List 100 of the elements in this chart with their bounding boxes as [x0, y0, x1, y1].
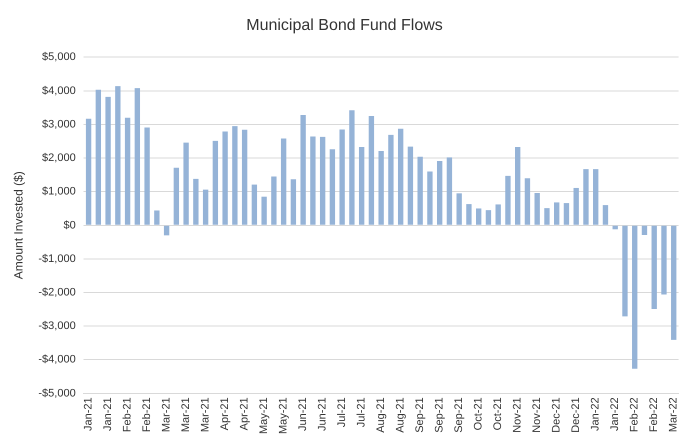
bar — [486, 210, 492, 225]
x-tick-label: Jun-21 — [297, 397, 310, 431]
bar — [174, 168, 180, 225]
x-tick-label: May-21 — [278, 397, 290, 434]
x-tick-label: Nov-21 — [531, 397, 544, 433]
y-tick-label: -$2,000 — [38, 286, 76, 299]
bar — [339, 129, 345, 225]
bar — [398, 128, 404, 225]
bar — [495, 204, 501, 225]
bar — [86, 118, 92, 225]
bar — [456, 193, 462, 225]
x-tick-label: Jul-21 — [336, 397, 348, 428]
y-tick-label: -$1,000 — [38, 252, 76, 265]
x-tick-label: Feb-22 — [648, 397, 660, 432]
x-tick-label: Feb-21 — [141, 397, 154, 432]
bar — [105, 96, 111, 225]
bar — [124, 118, 130, 225]
y-tick-label: $4,000 — [42, 84, 76, 97]
bar — [524, 178, 530, 225]
bar — [202, 190, 208, 225]
bar — [671, 226, 676, 340]
x-tick-label: Apr-21 — [238, 397, 251, 430]
bar — [632, 226, 638, 369]
bar — [476, 208, 482, 225]
bar — [564, 203, 570, 225]
bar — [583, 169, 589, 225]
x-tick-label: Jan-22 — [609, 397, 622, 431]
x-tick-label: Jan-21 — [82, 397, 95, 431]
bar — [642, 226, 648, 236]
bar — [349, 110, 355, 225]
bar — [193, 178, 199, 225]
x-tick-label: Apr-21 — [219, 397, 232, 430]
bar — [252, 184, 258, 225]
bar — [534, 192, 540, 225]
x-tick-label: Feb-21 — [122, 397, 134, 432]
x-tick-label: Sep-21 — [434, 397, 446, 433]
bar — [358, 146, 364, 225]
x-tick-label: Dec-21 — [570, 397, 582, 433]
bar — [515, 146, 520, 225]
x-tick-label: Sep-21 — [453, 397, 466, 433]
x-tick-label: Mar-22 — [668, 397, 680, 432]
bar — [554, 202, 560, 225]
bar — [115, 86, 121, 225]
bar — [164, 226, 170, 236]
bar — [320, 136, 326, 225]
bar — [183, 142, 189, 225]
x-tick-label: Dec-21 — [550, 397, 563, 433]
bar — [300, 115, 306, 225]
x-tick-label: Mar-21 — [200, 397, 212, 432]
bar — [466, 204, 472, 225]
x-tick-label: Aug-21 — [375, 397, 388, 433]
bar — [212, 140, 218, 225]
bar — [378, 150, 384, 225]
bar — [242, 130, 248, 225]
x-tick-label: May-21 — [258, 397, 270, 434]
bar — [622, 226, 628, 316]
x-tick-label: Jul-21 — [356, 397, 368, 428]
x-tick-label: Jan-21 — [102, 397, 114, 431]
y-tick-label: $2,000 — [42, 152, 76, 164]
bar — [368, 116, 374, 225]
x-tick-label: Mar-21 — [180, 397, 192, 432]
x-tick-label: Mar-21 — [160, 397, 173, 432]
bar — [544, 208, 550, 225]
bar — [330, 149, 336, 225]
bar — [388, 134, 394, 225]
bar — [574, 188, 579, 225]
y-tick-label: -$3,000 — [38, 320, 76, 332]
y-tick-label: -$5,000 — [38, 387, 76, 400]
bar — [427, 171, 433, 225]
bar — [134, 88, 140, 225]
x-tick-label: Jun-21 — [316, 397, 329, 431]
x-tick-label: Aug-21 — [394, 397, 407, 433]
bar — [446, 157, 452, 225]
bar — [593, 169, 598, 225]
bar — [280, 138, 286, 225]
x-tick-label: Jan-22 — [590, 397, 602, 431]
bar — [505, 176, 511, 225]
bar — [290, 179, 296, 225]
bar — [271, 176, 277, 225]
x-tick-label: Nov-21 — [512, 397, 524, 433]
x-tick-label: Feb-22 — [628, 397, 641, 432]
bar — [154, 210, 160, 225]
bar — [222, 131, 228, 225]
y-tick-label: $1,000 — [42, 186, 76, 198]
chart-title: Municipal Bond Fund Flows — [246, 17, 443, 34]
bar — [661, 226, 667, 294]
x-tick-label: Oct-21 — [472, 397, 485, 430]
y-tick-label: -$4,000 — [38, 354, 76, 366]
y-tick-label: $3,000 — [42, 118, 76, 130]
bar — [96, 90, 102, 225]
bar — [144, 127, 150, 225]
y-tick-label: $0 — [63, 219, 76, 232]
bar — [408, 146, 414, 225]
x-tick-label: Oct-21 — [492, 397, 504, 430]
bar — [310, 136, 316, 225]
bar — [602, 205, 608, 225]
bar — [417, 156, 423, 225]
x-tick-label: Sep-21 — [414, 397, 426, 433]
y-tick-label: $5,000 — [42, 51, 76, 64]
bar — [612, 226, 618, 230]
